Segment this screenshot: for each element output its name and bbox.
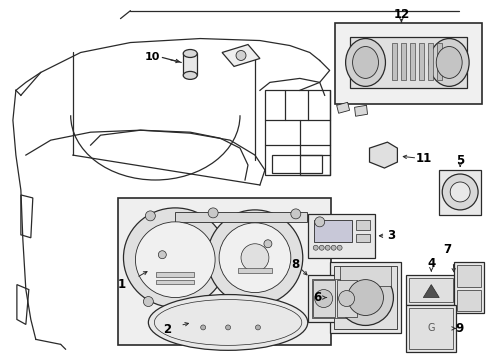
Ellipse shape bbox=[337, 270, 393, 325]
Ellipse shape bbox=[325, 245, 329, 250]
Ellipse shape bbox=[336, 245, 342, 250]
Polygon shape bbox=[369, 142, 397, 168]
Bar bbox=[313, 220, 351, 242]
Ellipse shape bbox=[148, 294, 307, 350]
Text: 2: 2 bbox=[163, 323, 171, 336]
Ellipse shape bbox=[345, 39, 385, 86]
Bar bbox=[355, 220, 369, 230]
Ellipse shape bbox=[290, 209, 300, 219]
Bar bbox=[456, 265, 480, 287]
Ellipse shape bbox=[338, 291, 354, 306]
Bar bbox=[355, 234, 369, 242]
Bar bbox=[408, 278, 452, 302]
Text: 9: 9 bbox=[454, 322, 462, 335]
Bar bbox=[264, 90, 329, 175]
Ellipse shape bbox=[441, 174, 477, 210]
Bar bbox=[453, 262, 483, 314]
Ellipse shape bbox=[449, 182, 469, 202]
Bar bbox=[456, 289, 480, 311]
Bar bbox=[392, 42, 397, 80]
Bar bbox=[401, 42, 406, 80]
Text: 4: 4 bbox=[427, 257, 434, 270]
Ellipse shape bbox=[313, 245, 318, 250]
Text: 11: 11 bbox=[415, 152, 431, 165]
Ellipse shape bbox=[200, 325, 205, 330]
Bar bbox=[419, 42, 424, 80]
Ellipse shape bbox=[428, 39, 468, 86]
Text: 3: 3 bbox=[386, 229, 395, 242]
Ellipse shape bbox=[207, 210, 302, 306]
Ellipse shape bbox=[241, 244, 268, 272]
Bar bbox=[334, 23, 481, 104]
Bar bbox=[336, 280, 356, 318]
Ellipse shape bbox=[219, 223, 290, 293]
Ellipse shape bbox=[236, 50, 245, 60]
Bar bbox=[349, 37, 466, 88]
Text: 8: 8 bbox=[291, 258, 299, 271]
Bar bbox=[436, 42, 441, 80]
Bar bbox=[156, 272, 194, 276]
Ellipse shape bbox=[314, 297, 324, 306]
Bar bbox=[329, 262, 401, 333]
Ellipse shape bbox=[255, 325, 260, 330]
Text: 6: 6 bbox=[313, 291, 321, 304]
Ellipse shape bbox=[319, 245, 324, 250]
Ellipse shape bbox=[158, 251, 166, 259]
Bar bbox=[271, 155, 321, 173]
Text: 10: 10 bbox=[144, 53, 160, 63]
Ellipse shape bbox=[208, 208, 218, 218]
Ellipse shape bbox=[314, 289, 332, 307]
Ellipse shape bbox=[264, 240, 271, 248]
Polygon shape bbox=[336, 102, 349, 113]
Text: 5: 5 bbox=[455, 154, 463, 167]
Bar bbox=[175, 212, 306, 222]
Ellipse shape bbox=[314, 217, 324, 227]
Text: 1: 1 bbox=[117, 278, 125, 291]
Ellipse shape bbox=[225, 325, 230, 330]
Ellipse shape bbox=[123, 208, 226, 307]
Bar bbox=[311, 279, 358, 319]
Ellipse shape bbox=[143, 297, 153, 306]
Ellipse shape bbox=[352, 46, 378, 78]
Polygon shape bbox=[222, 45, 260, 67]
Bar bbox=[427, 42, 432, 80]
Bar bbox=[333, 266, 397, 329]
Ellipse shape bbox=[183, 50, 197, 58]
Text: 7: 7 bbox=[442, 243, 450, 256]
Bar bbox=[156, 280, 194, 284]
Text: G: G bbox=[427, 323, 434, 333]
Bar bbox=[183, 54, 197, 75]
Bar bbox=[307, 214, 375, 258]
Bar bbox=[406, 275, 455, 305]
Ellipse shape bbox=[183, 71, 197, 80]
Ellipse shape bbox=[347, 280, 383, 315]
Bar bbox=[238, 268, 271, 273]
Ellipse shape bbox=[435, 46, 461, 78]
Bar bbox=[438, 170, 480, 215]
Bar bbox=[406, 305, 455, 352]
Bar bbox=[339, 266, 390, 285]
Polygon shape bbox=[354, 105, 367, 116]
Polygon shape bbox=[423, 285, 438, 298]
Bar bbox=[118, 198, 330, 345]
Ellipse shape bbox=[145, 211, 155, 221]
Ellipse shape bbox=[135, 222, 215, 298]
Ellipse shape bbox=[330, 245, 335, 250]
Text: 12: 12 bbox=[392, 8, 408, 21]
Bar bbox=[409, 42, 414, 80]
Bar bbox=[307, 275, 362, 323]
Bar bbox=[408, 307, 452, 349]
Bar bbox=[312, 280, 334, 318]
